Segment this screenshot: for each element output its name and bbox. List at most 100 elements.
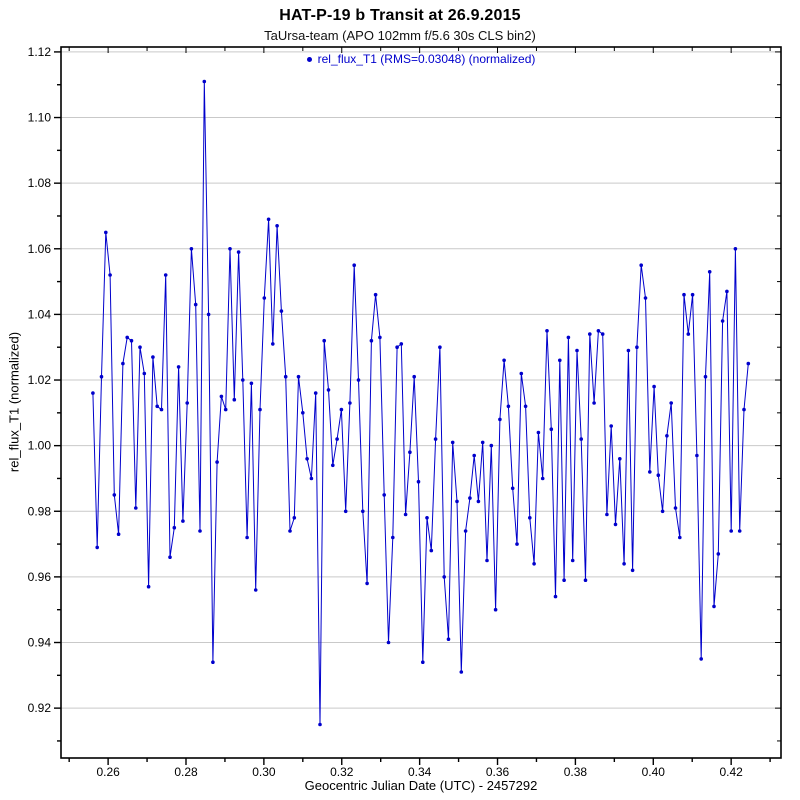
data-point bbox=[343, 509, 348, 514]
data-point bbox=[605, 512, 609, 517]
data-point bbox=[318, 722, 322, 727]
data-point bbox=[408, 450, 412, 455]
data-point bbox=[562, 578, 566, 582]
x-tick-label: 0.40 bbox=[642, 765, 666, 779]
data-point bbox=[545, 329, 549, 333]
data-point bbox=[172, 525, 177, 530]
data-point bbox=[301, 411, 305, 415]
data-point bbox=[125, 335, 129, 340]
y-tick-label: 1.02 bbox=[28, 373, 52, 387]
data-point bbox=[206, 312, 211, 317]
data-point bbox=[648, 470, 652, 474]
data-point bbox=[660, 509, 665, 514]
data-point bbox=[155, 404, 159, 409]
data-point bbox=[639, 263, 643, 268]
data-point bbox=[455, 499, 459, 504]
gridlines bbox=[61, 51, 781, 709]
data-point bbox=[271, 342, 275, 346]
data-point bbox=[138, 345, 142, 350]
data-point bbox=[510, 486, 515, 491]
data-point bbox=[275, 224, 279, 228]
data-point bbox=[682, 292, 686, 297]
data-point bbox=[519, 371, 524, 376]
data-point bbox=[459, 670, 464, 674]
y-tick-label: 0.96 bbox=[28, 570, 52, 584]
data-point bbox=[622, 562, 626, 566]
data-point bbox=[104, 230, 108, 235]
data-point bbox=[429, 548, 434, 553]
data-point bbox=[746, 361, 751, 366]
data-point bbox=[493, 607, 498, 612]
x-tick-label: 0.42 bbox=[719, 765, 743, 779]
data-point bbox=[433, 437, 438, 441]
data-point bbox=[729, 529, 733, 533]
data-point bbox=[288, 529, 292, 533]
data-point bbox=[652, 384, 656, 389]
data-point bbox=[95, 545, 99, 550]
chart-legend: rel_flux_T1 (RMS=0.03048) (normalized) bbox=[61, 52, 781, 66]
data-point bbox=[618, 457, 622, 461]
data-series-rel-flux-t1 bbox=[91, 79, 751, 727]
x-tick-labels: 0.26 0.28 0.30 0.32 0.34 0.36 0.38 0.40 0.42 bbox=[96, 765, 743, 779]
data-point bbox=[176, 365, 181, 369]
data-point bbox=[305, 457, 309, 461]
data-point bbox=[223, 407, 228, 412]
legend-label: rel_flux_T1 (RMS=0.03048) (normalized) bbox=[317, 52, 536, 66]
data-point bbox=[108, 273, 112, 277]
x-tick-label: 0.28 bbox=[174, 765, 198, 779]
y-tick-label: 1.06 bbox=[28, 242, 52, 256]
data-point bbox=[99, 374, 104, 379]
data-point bbox=[742, 407, 746, 412]
data-point bbox=[690, 292, 695, 297]
data-point bbox=[399, 342, 404, 346]
data-point bbox=[575, 348, 579, 353]
data-point bbox=[712, 604, 716, 609]
x-tick-label: 0.38 bbox=[564, 765, 588, 779]
data-point bbox=[116, 532, 121, 536]
plot-border bbox=[60, 46, 782, 759]
data-point bbox=[322, 338, 327, 343]
y-tick-label: 1.10 bbox=[28, 111, 52, 125]
data-point bbox=[630, 568, 635, 573]
data-point bbox=[185, 401, 189, 405]
data-point bbox=[249, 381, 254, 386]
data-point bbox=[395, 345, 399, 350]
data-point bbox=[181, 519, 185, 523]
data-point bbox=[502, 358, 506, 363]
data-point bbox=[352, 263, 357, 268]
y-tick-label: 1.12 bbox=[28, 45, 52, 59]
data-point bbox=[673, 506, 678, 510]
data-point bbox=[635, 345, 639, 350]
data-point bbox=[725, 289, 729, 294]
data-point bbox=[382, 493, 387, 497]
data-point bbox=[468, 496, 472, 500]
data-point bbox=[168, 555, 172, 559]
data-point bbox=[450, 440, 455, 445]
data-point bbox=[656, 473, 661, 478]
data-point bbox=[588, 332, 592, 336]
data-point bbox=[476, 499, 481, 504]
data-point bbox=[313, 391, 318, 395]
x-axis-label: Geocentric Julian Date (UTC) - 2457292 bbox=[304, 778, 538, 793]
data-point bbox=[232, 397, 237, 402]
data-point bbox=[737, 529, 742, 533]
data-point bbox=[425, 516, 429, 520]
data-point bbox=[142, 371, 147, 376]
data-point bbox=[570, 558, 575, 563]
data-point bbox=[421, 660, 425, 664]
y-tick-label: 1.00 bbox=[28, 439, 52, 453]
data-point bbox=[279, 309, 284, 313]
data-point bbox=[262, 296, 267, 300]
data-point bbox=[403, 512, 408, 517]
data-point bbox=[600, 332, 605, 336]
data-point bbox=[202, 79, 207, 84]
data-point bbox=[485, 558, 489, 563]
data-point bbox=[596, 329, 601, 333]
data-point bbox=[707, 270, 712, 274]
data-point bbox=[438, 345, 442, 350]
data-point bbox=[442, 575, 447, 579]
data-point bbox=[189, 247, 194, 251]
y-axis-label: rel_flux_T1 (normalized) bbox=[6, 331, 22, 473]
